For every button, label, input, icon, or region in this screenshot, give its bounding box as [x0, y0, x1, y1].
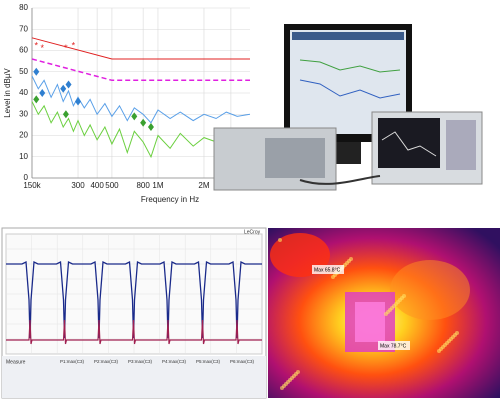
x-tick-label: 800 — [136, 181, 150, 190]
analyzer-keys — [446, 120, 476, 170]
screen-trace — [299, 59, 401, 73]
marker: * — [64, 43, 68, 53]
hot-chip-core — [355, 302, 385, 342]
scope-trace-blue — [6, 260, 262, 339]
pcb-pad — [296, 370, 300, 374]
scope-status — [2, 356, 266, 398]
scope-param: P2:max(C3) — [94, 359, 119, 364]
series-line — [31, 37, 250, 60]
scope-param: P6:max(C3) — [230, 359, 255, 364]
marker-box — [378, 341, 410, 350]
scope-param: P1:max(C3) — [60, 359, 85, 364]
thermal-image: Max 65.8°C Max 78.7°C — [268, 228, 500, 398]
y-tick-label: 20 — [19, 131, 28, 140]
scope-measure: Measure — [6, 359, 26, 365]
series-line — [31, 58, 250, 82]
x-tick-label: 300 — [71, 181, 85, 190]
y-tick-label: 40 — [19, 88, 28, 97]
x-tick-label: 2M — [198, 181, 209, 190]
pcb-pad — [349, 257, 353, 261]
marker: * — [35, 41, 39, 51]
marker — [33, 95, 40, 104]
cable — [299, 175, 381, 185]
y-tick-label: 50 — [19, 67, 28, 76]
monitor-stand — [335, 142, 361, 164]
y-tick-label: 80 — [19, 3, 28, 12]
pcb-pad — [278, 238, 282, 242]
marker — [140, 118, 147, 127]
oscilloscope: LeCroy Measure P1:max(C3) P2:max(C3) P3:ma… — [1, 227, 267, 399]
analyzer-trace — [381, 131, 437, 157]
analyzer-screen — [378, 118, 440, 168]
y-tick-label: 10 — [19, 152, 28, 161]
y-tick-label: 0 — [24, 173, 29, 182]
screen-trace — [299, 79, 401, 99]
thermal-marker: Max 65.8°C — [314, 267, 341, 273]
warm-area — [390, 260, 470, 320]
series-line — [31, 101, 251, 159]
marker — [147, 123, 154, 131]
scope-params: P1:max(C3) P2:max(C3) P3:max(C3) P4:max(C3)… — [60, 359, 255, 364]
x-tick-label: 400 — [90, 181, 104, 190]
x-tick-label: 1M — [152, 181, 163, 190]
marker: * — [72, 41, 76, 51]
marker — [39, 89, 46, 97]
marker — [33, 67, 40, 76]
pcb-pad — [455, 331, 459, 335]
equipment-photo — [213, 24, 483, 191]
marker — [62, 110, 69, 119]
scope-trace-red — [6, 319, 262, 345]
y-tick-label: 60 — [19, 46, 28, 55]
y-axis-label: Level in dBµV — [3, 68, 12, 118]
y-tick-label: 70 — [19, 24, 28, 33]
y-tick-label: 30 — [19, 109, 28, 118]
thermal-marker: Max 78.7°C — [380, 343, 407, 349]
marker: * — [40, 43, 44, 53]
emi-chart: 01020304050607080150k3004005008001M2M3ML… — [3, 3, 251, 204]
series-line — [31, 75, 251, 124]
scope-brand: LeCroy — [244, 229, 261, 235]
receiver-front — [265, 138, 325, 178]
marker — [60, 84, 67, 93]
marker-box — [312, 265, 344, 274]
scope-param: P3:max(C3) — [128, 359, 153, 364]
scope-param: P5:max(C3) — [196, 359, 221, 364]
x-tick-label: 150k — [23, 181, 41, 190]
marker — [131, 112, 138, 121]
pcb-pad — [402, 294, 406, 298]
screen-bar — [292, 32, 404, 40]
x-axis-label: Frequency in Hz — [141, 195, 199, 204]
x-tick-label: 500 — [105, 181, 119, 190]
scope-param: P4:max(C3) — [162, 359, 187, 364]
marker — [65, 80, 72, 89]
marker — [75, 97, 82, 106]
